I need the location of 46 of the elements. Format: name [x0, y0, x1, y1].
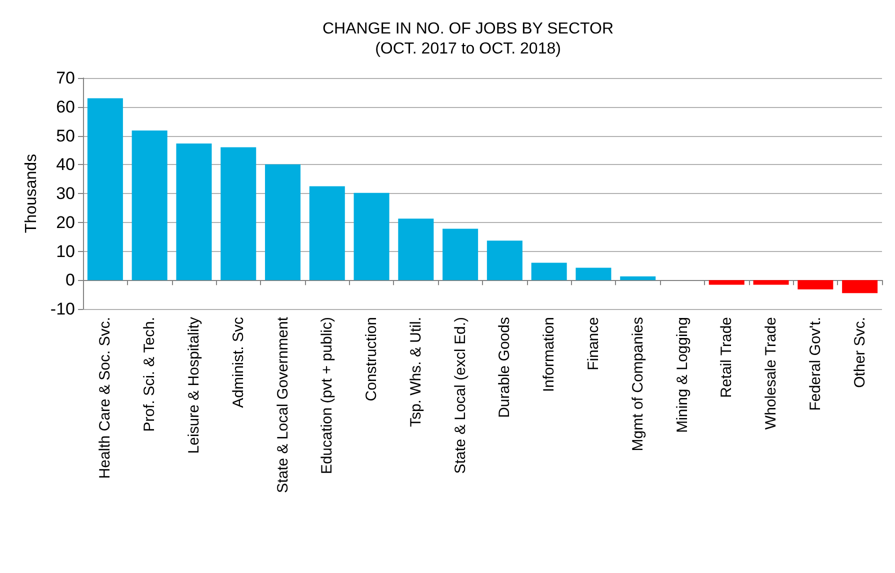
bar [576, 268, 612, 280]
x-tick-label: State & Local (excl Ed.) [452, 317, 469, 474]
y-tick-label: 40 [56, 155, 75, 174]
y-tick-label: 30 [56, 184, 75, 203]
y-tick-label: 70 [56, 68, 75, 88]
bar [531, 262, 567, 280]
x-tick-label: State & Local Government [274, 316, 292, 493]
bar [442, 228, 478, 280]
x-tick-label: Durable Goods [496, 317, 514, 418]
bar [753, 280, 789, 285]
x-tick-label: Finance [584, 317, 602, 370]
x-tick-label: Mgmt of Companies [629, 317, 646, 452]
x-tick-label: Other Svc. [851, 317, 868, 388]
bar [620, 276, 656, 280]
x-tick-label: Mining & Logging [674, 317, 691, 433]
bar [798, 280, 834, 290]
bar [309, 186, 345, 280]
bar [132, 130, 168, 280]
x-tick-label: Health Care & Soc. Svc. [96, 317, 114, 479]
y-axis-title: Thousands [23, 154, 40, 234]
x-tick-label: Federal Gov't. [806, 317, 824, 411]
x-tick-label: Prof. Sci. & Tech. [141, 317, 158, 432]
y-tick-label: 0 [66, 270, 75, 290]
y-tick-label: 60 [56, 97, 75, 116]
x-tick-label: Construction [363, 317, 380, 402]
bar [398, 218, 434, 280]
chart-title: CHANGE IN NO. OF JOBS BY SECTOR (OCT. 2017 to OCT. 2018) [322, 20, 614, 58]
y-tick-label: -10 [50, 300, 75, 318]
bar [176, 144, 212, 280]
y-tick-label: 10 [56, 242, 75, 261]
x-tick-label: Education (pvt + public) [318, 316, 336, 474]
bar [87, 98, 123, 280]
x-tick-label: Wholesale Trade [762, 317, 780, 430]
bar [220, 147, 256, 280]
bar [486, 240, 522, 280]
bar [842, 280, 878, 294]
x-tick-label: Tsp. Whs. & Util. [407, 317, 424, 428]
bar [708, 280, 744, 285]
y-tick-label: 20 [56, 212, 75, 232]
y-tick-label: 50 [56, 126, 75, 146]
x-tick-label: Retail Trade [718, 317, 736, 398]
x-tick-label: Administ. Svc [230, 316, 247, 408]
bar [264, 164, 301, 280]
x-tick-label: Information [540, 317, 558, 392]
x-tick-label: Leisure & Hospitality [185, 316, 202, 454]
bar [354, 192, 390, 280]
